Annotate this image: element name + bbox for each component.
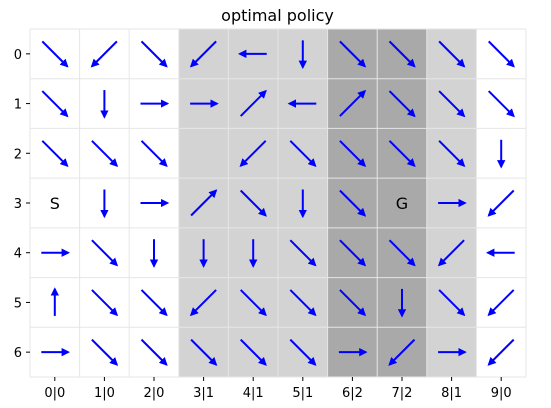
policy-arrow-r0-c0: [41, 40, 69, 68]
policy-arrow-r1-c4: [239, 89, 267, 117]
policy-arrow-r4-c8: [437, 239, 465, 267]
policy-arrow-r0-c3: [189, 40, 217, 68]
policy-arrow-r2-c6: [339, 140, 367, 167]
policy-arrow-r2-c7: [388, 140, 416, 167]
policy-arrow-r0-c8: [438, 40, 466, 68]
x-tick-label: 1|0: [94, 386, 115, 401]
policy-arrow-r3-c6: [339, 189, 367, 217]
policy-arrow-r5-c4: [239, 289, 267, 317]
policy-arrow-r6-c4: [239, 338, 267, 366]
policy-arrow-r0-c1: [90, 40, 118, 68]
policy-arrow-r5-c3: [189, 289, 217, 317]
policy-arrow-r5-c2: [140, 289, 168, 317]
policy-arrow-r1-c9: [487, 90, 515, 118]
x-tick-label: 2|0: [144, 386, 165, 401]
x-axis-ticks: 0|0 1|0 2|0 3|1 4|1 5|1 6|2 7|2 8|1 9|0: [44, 377, 512, 401]
x-tick-label: 5|1: [292, 386, 313, 401]
policy-arrow-r2-c5: [289, 140, 317, 167]
policy-arrow-r0-c2: [140, 40, 168, 68]
x-tick-label: 7|2: [392, 386, 413, 401]
policy-arrow-r2-c0: [41, 140, 69, 167]
policy-arrow-r0-c6: [339, 40, 367, 68]
policy-arrows: [41, 40, 515, 366]
policy-arrow-r6-c3: [190, 338, 218, 366]
start-marker-label: S: [50, 194, 60, 213]
policy-arrow-r4-c1: [91, 239, 119, 267]
policy-arrow-r6-c7: [388, 338, 416, 366]
x-tick-label: 3|1: [193, 386, 214, 401]
x-tick-label: 6|2: [342, 386, 363, 401]
policy-arrow-r3-c3: [190, 189, 218, 217]
policy-arrow-r4-c7: [388, 239, 416, 267]
policy-arrow-r2-c1: [91, 140, 119, 167]
x-tick-label: 9|0: [491, 386, 512, 401]
policy-arrow-r5-c5: [289, 289, 317, 317]
y-axis-ticks: 0 1 2 3 4 5 6: [14, 48, 30, 361]
x-tick-label: 4|1: [243, 386, 264, 401]
policy-arrow-r1-c7: [388, 90, 416, 118]
policy-arrow-r5-c9: [487, 289, 515, 317]
y-tick-label: 4: [14, 247, 22, 262]
y-tick-label: 5: [14, 296, 22, 311]
policy-arrow-r6-c1: [91, 338, 119, 366]
x-tick-label: 0|0: [44, 386, 65, 401]
policy-arrow-r3-c9: [487, 189, 515, 217]
policy-arrow-r1-c8: [438, 90, 466, 118]
policy-arrow-r6-c2: [140, 338, 168, 366]
policy-arrow-r5-c1: [91, 289, 119, 317]
policy-arrow-r5-c6: [339, 289, 367, 317]
policy-arrow-r2-c2: [140, 140, 168, 167]
policy-arrow-r1-c6: [339, 89, 367, 117]
column-shade-7: [377, 29, 427, 377]
column-shade-0: [30, 29, 80, 377]
goal-marker-label: G: [396, 194, 408, 213]
y-tick-label: 6: [14, 346, 22, 361]
policy-arrow-r2-c8: [438, 140, 466, 167]
y-tick-label: 0: [14, 48, 22, 63]
policy-arrow-r0-c7: [388, 40, 416, 68]
chart-title: optimal policy: [221, 6, 334, 25]
policy-arrow-r0-c9: [487, 40, 515, 68]
policy-arrow-r6-c5: [289, 338, 317, 366]
policy-arrow-r6-c9: [487, 338, 515, 366]
policy-arrow-r1-c0: [41, 90, 69, 118]
y-tick-label: 2: [14, 147, 22, 162]
policy-arrow-r4-c5: [289, 239, 317, 267]
x-tick-label: 8|1: [441, 386, 462, 401]
policy-arrow-r3-c4: [239, 189, 267, 217]
y-tick-label: 3: [14, 197, 22, 212]
policy-arrow-r5-c8: [438, 289, 466, 317]
policy-arrow-r2-c4: [239, 140, 267, 167]
y-tick-label: 1: [14, 98, 22, 113]
policy-arrow-r4-c6: [339, 239, 367, 267]
